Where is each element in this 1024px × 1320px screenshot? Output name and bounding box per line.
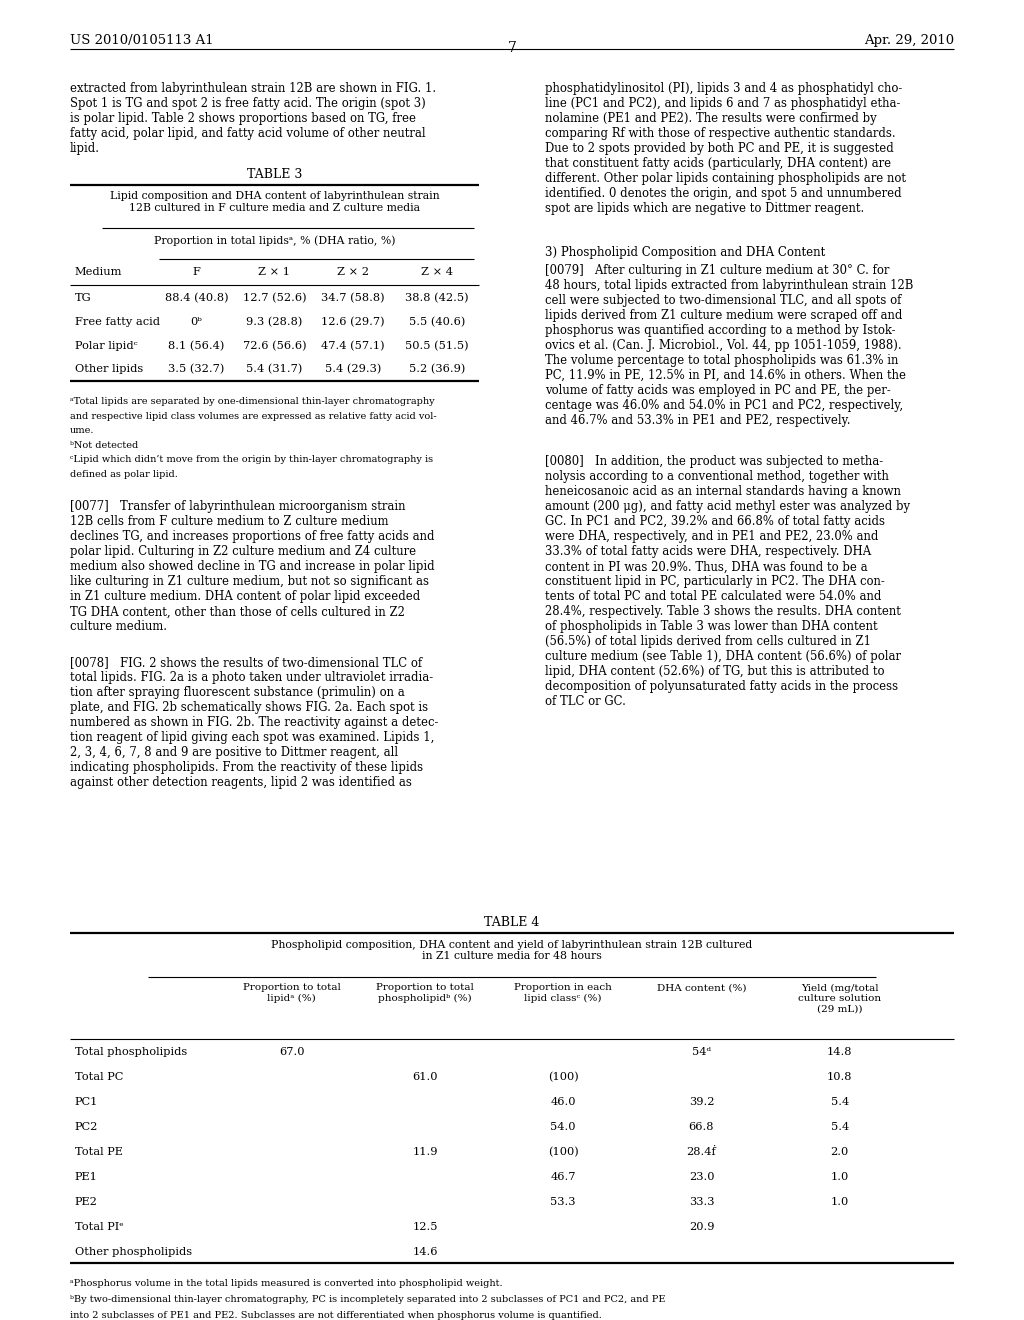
Text: Other phospholipids: Other phospholipids	[75, 1247, 191, 1258]
Text: DHA content (%): DHA content (%)	[656, 983, 746, 993]
Text: Polar lipidᶜ: Polar lipidᶜ	[75, 341, 137, 351]
Text: 34.7 (58.8): 34.7 (58.8)	[322, 293, 385, 304]
Text: 3) Phospholipid Composition and DHA Content: 3) Phospholipid Composition and DHA Cont…	[545, 246, 825, 259]
Text: 72.6 (56.6): 72.6 (56.6)	[243, 341, 306, 351]
Text: 28.4ḟ: 28.4ḟ	[686, 1147, 717, 1158]
Text: PC2: PC2	[75, 1122, 98, 1133]
Text: Phospholipid composition, DHA content and yield of labyrinthulean strain 12B cul: Phospholipid composition, DHA content an…	[271, 940, 753, 961]
Text: 12.7 (52.6): 12.7 (52.6)	[243, 293, 306, 304]
Text: ᵇBy two-dimensional thin-layer chromatography, PC is incompletely separated into: ᵇBy two-dimensional thin-layer chromatog…	[70, 1295, 666, 1304]
Text: [0079]   After culturing in Z1 culture medium at 30° C. for
48 hours, total lipi: [0079] After culturing in Z1 culture med…	[545, 264, 913, 426]
Text: Total PIᵉ: Total PIᵉ	[75, 1222, 123, 1233]
Text: 47.4 (57.1): 47.4 (57.1)	[322, 341, 385, 351]
Text: Proportion to total
lipidᵃ (%): Proportion to total lipidᵃ (%)	[243, 983, 341, 1003]
Text: (100): (100)	[548, 1072, 579, 1082]
Text: 61.0: 61.0	[413, 1072, 437, 1082]
Text: into 2 subclasses of PE1 and PE2. Subclasses are not differentiated when phospho: into 2 subclasses of PE1 and PE2. Subcla…	[70, 1311, 601, 1320]
Text: 50.5 (51.5): 50.5 (51.5)	[406, 341, 469, 351]
Text: 2.0: 2.0	[830, 1147, 849, 1158]
Text: Lipid composition and DHA content of labyrinthulean strain
12B cultured in F cul: Lipid composition and DHA content of lab…	[110, 191, 439, 213]
Text: TABLE 4: TABLE 4	[484, 916, 540, 929]
Text: 5.5 (40.6): 5.5 (40.6)	[409, 317, 466, 327]
Text: 14.6: 14.6	[413, 1247, 437, 1258]
Text: [0077]   Transfer of labyrinthulean microorganism strain
12B cells from F cultur: [0077] Transfer of labyrinthulean microo…	[70, 500, 434, 634]
Text: 54.0: 54.0	[551, 1122, 575, 1133]
Text: [0080]   In addition, the product was subjected to metha-
nolysis according to a: [0080] In addition, the product was subj…	[545, 455, 910, 709]
Text: Medium: Medium	[75, 267, 122, 277]
Text: 66.8: 66.8	[689, 1122, 714, 1133]
Text: ᶜLipid which didn’t move from the origin by thin-layer chromatography is: ᶜLipid which didn’t move from the origin…	[70, 455, 433, 465]
Text: Z × 2: Z × 2	[337, 267, 370, 277]
Text: 5.4: 5.4	[830, 1122, 849, 1133]
Text: 5.4 (31.7): 5.4 (31.7)	[246, 364, 303, 375]
Text: 3.5 (32.7): 3.5 (32.7)	[168, 364, 225, 375]
Text: ume.: ume.	[70, 426, 94, 436]
Text: ᵃTotal lipids are separated by one-dimensional thin-layer chromatography: ᵃTotal lipids are separated by one-dimen…	[70, 397, 434, 407]
Text: 5.4: 5.4	[830, 1097, 849, 1107]
Text: 53.3: 53.3	[551, 1197, 575, 1208]
Text: F: F	[193, 267, 201, 277]
Text: Apr. 29, 2010: Apr. 29, 2010	[864, 34, 954, 48]
Text: Proportion in each
lipid classᶜ (%): Proportion in each lipid classᶜ (%)	[514, 983, 612, 1003]
Text: 11.9: 11.9	[413, 1147, 437, 1158]
Text: 5.4 (29.3): 5.4 (29.3)	[325, 364, 382, 375]
Text: 7: 7	[508, 41, 516, 55]
Text: 10.8: 10.8	[827, 1072, 852, 1082]
Text: PE1: PE1	[75, 1172, 97, 1183]
Text: Z × 4: Z × 4	[421, 267, 454, 277]
Text: ᵃPhosphorus volume in the total lipids measured is converted into phospholipid w: ᵃPhosphorus volume in the total lipids m…	[70, 1279, 502, 1288]
Text: 39.2: 39.2	[689, 1097, 714, 1107]
Text: 12.6 (29.7): 12.6 (29.7)	[322, 317, 385, 327]
Text: Total PE: Total PE	[75, 1147, 123, 1158]
Text: and respective lipid class volumes are expressed as relative fatty acid vol-: and respective lipid class volumes are e…	[70, 412, 436, 421]
Text: phosphatidylinositol (PI), lipids 3 and 4 as phosphatidyl cho-
line (PC1 and PC2: phosphatidylinositol (PI), lipids 3 and …	[545, 82, 906, 215]
Text: TG: TG	[75, 293, 91, 304]
Text: PC1: PC1	[75, 1097, 98, 1107]
Text: 23.0: 23.0	[689, 1172, 714, 1183]
Text: 88.4 (40.8): 88.4 (40.8)	[165, 293, 228, 304]
Text: Other lipids: Other lipids	[75, 364, 143, 375]
Text: Proportion in total lipidsᵃ, % (DHA ratio, %): Proportion in total lipidsᵃ, % (DHA rati…	[154, 235, 395, 246]
Text: 38.8 (42.5): 38.8 (42.5)	[406, 293, 469, 304]
Text: 8.1 (56.4): 8.1 (56.4)	[168, 341, 225, 351]
Text: 12.5: 12.5	[413, 1222, 437, 1233]
Text: 54ᵈ: 54ᵈ	[692, 1047, 711, 1057]
Text: (100): (100)	[548, 1147, 579, 1158]
Text: 5.2 (36.9): 5.2 (36.9)	[409, 364, 466, 375]
Text: 20.9: 20.9	[689, 1222, 714, 1233]
Text: Free fatty acid: Free fatty acid	[75, 317, 160, 327]
Text: PE2: PE2	[75, 1197, 97, 1208]
Text: defined as polar lipid.: defined as polar lipid.	[70, 470, 177, 479]
Text: ᵇNot detected: ᵇNot detected	[70, 441, 138, 450]
Text: Total PC: Total PC	[75, 1072, 123, 1082]
Text: 46.0: 46.0	[551, 1097, 575, 1107]
Text: 0ᵇ: 0ᵇ	[190, 317, 203, 327]
Text: 67.0: 67.0	[280, 1047, 304, 1057]
Text: 14.8: 14.8	[827, 1047, 852, 1057]
Text: [0078]   FIG. 2 shows the results of two-dimensional TLC of
total lipids. FIG. 2: [0078] FIG. 2 shows the results of two-d…	[70, 656, 438, 789]
Text: 46.7: 46.7	[551, 1172, 575, 1183]
Text: 9.3 (28.8): 9.3 (28.8)	[246, 317, 303, 327]
Text: US 2010/0105113 A1: US 2010/0105113 A1	[70, 34, 213, 48]
Text: Yield (mg/total
culture solution
(29 mL)): Yield (mg/total culture solution (29 mL)…	[798, 983, 882, 1014]
Text: TABLE 3: TABLE 3	[247, 168, 302, 181]
Text: 33.3: 33.3	[689, 1197, 714, 1208]
Text: Proportion to total
phospholipidᵇ (%): Proportion to total phospholipidᵇ (%)	[376, 983, 474, 1003]
Text: 1.0: 1.0	[830, 1197, 849, 1208]
Text: Total phospholipids: Total phospholipids	[75, 1047, 187, 1057]
Text: extracted from labyrinthulean strain 12B are shown in FIG. 1.
Spot 1 is TG and s: extracted from labyrinthulean strain 12B…	[70, 82, 436, 154]
Text: Z × 1: Z × 1	[258, 267, 291, 277]
Text: 1.0: 1.0	[830, 1172, 849, 1183]
